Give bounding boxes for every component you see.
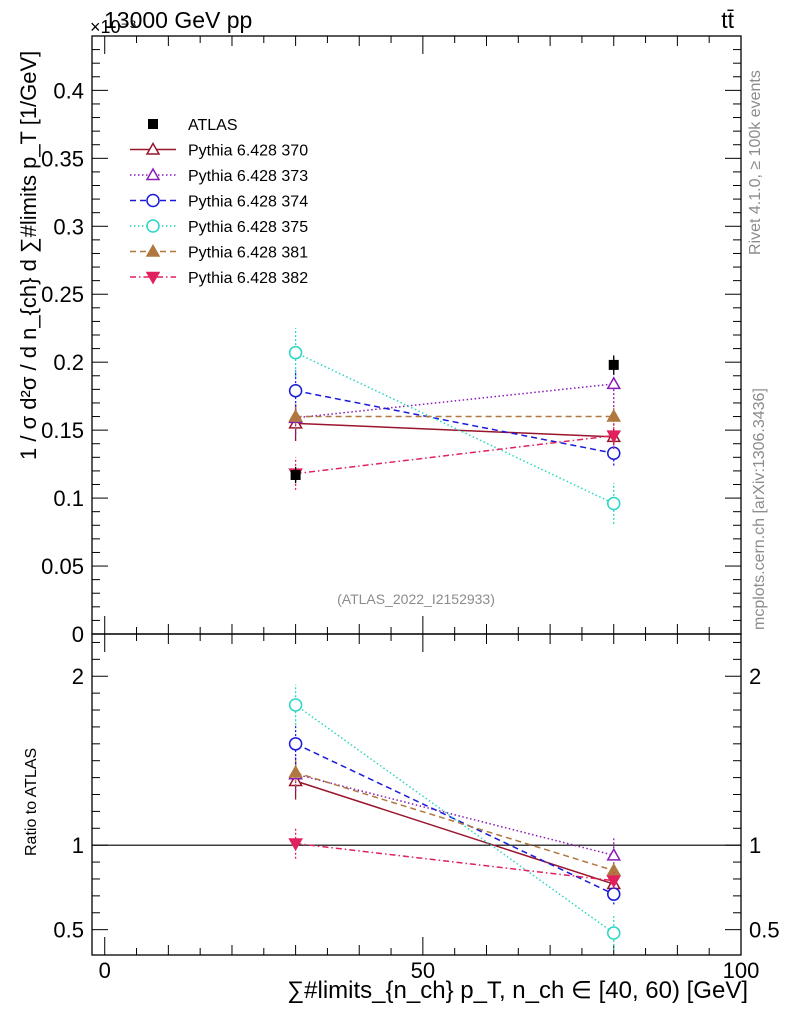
ratio-y-axis-title: Ratio to ATLAS — [23, 748, 40, 856]
series-382-ratio-point — [288, 838, 303, 852]
x-tick-label: 100 — [723, 958, 760, 983]
rivet-label: Rivet 4.1.0, ≥ 100k events — [747, 70, 764, 255]
x-tick-label: 0 — [99, 958, 111, 983]
series-381-ratio-line — [295, 771, 614, 872]
atlas-data-point — [290, 469, 301, 480]
ratio-y-tick-label: 0.5 — [53, 918, 84, 943]
main-y-tick-label: 0.25 — [41, 282, 84, 307]
series-382-main-point — [606, 430, 622, 444]
main-y-tick-label: 0.05 — [41, 554, 84, 579]
legend-381-marker — [145, 243, 161, 257]
axes-layer: 0 0.05 0.1 0.15 0.2 0.25 0.3 0.35 0.4 0.5 0.5 1 1 2 2 0… — [41, 36, 780, 983]
series-381-ratio-point — [288, 765, 303, 778]
legend-atlas-marker — [148, 119, 158, 129]
energy-label: 13000 GeV pp — [104, 7, 252, 33]
mcplots-label: mcplots.cern.ch [arXiv:1306.3436] — [751, 388, 768, 630]
data-layer — [288, 328, 622, 950]
legend: ATLAS Pythia 6.428 370 Pythia 6.428 373 Pyt… — [130, 117, 308, 287]
legend-373-marker — [145, 167, 161, 181]
legend-375-marker — [146, 219, 160, 233]
x-tick-label: 50 — [411, 958, 435, 983]
series-374-main-line — [295, 389, 614, 454]
legend-374-label: Pythia 6.428 374 — [188, 194, 308, 211]
series-382-ratio-point — [606, 875, 622, 889]
legend-382-label: Pythia 6.428 382 — [188, 270, 308, 287]
main-y-tick-label: 0.4 — [53, 78, 84, 103]
main-y-tick-label: 0.1 — [53, 486, 84, 511]
ratio-y-tick-label: 1 — [72, 833, 84, 858]
series-370-main-line — [295, 422, 614, 438]
series-382-ratio-line — [295, 842, 614, 882]
ratio-plot-frame — [91, 633, 742, 956]
series-373-ratio-point — [606, 847, 622, 861]
legend-370-label: Pythia 6.428 370 — [188, 143, 308, 160]
main-y-tick-label: 0.15 — [41, 418, 84, 443]
series-370-ratio-line — [295, 780, 614, 885]
series-375-ratio-point — [288, 698, 303, 712]
ratio-y-tick-label-right: 1 — [749, 833, 761, 858]
main-y-tick-label: 0 — [72, 622, 84, 647]
series-373-ratio-line — [295, 773, 614, 857]
series-381-main-point — [606, 409, 622, 422]
main-y-axis-title: 1 / σ d²σ / d n_{ch} d ∑#limits p_T [1/G… — [16, 51, 41, 460]
legend-373-label: Pythia 6.428 373 — [188, 168, 308, 185]
main-y-tick-label: 0.3 — [53, 214, 84, 239]
series-374-main-point — [288, 383, 303, 398]
series-373-main-line — [295, 383, 614, 419]
legend-375-label: Pythia 6.428 375 — [188, 219, 308, 236]
series-375-ratio-point — [606, 926, 621, 940]
legend-382-marker — [145, 271, 161, 285]
x-axis-title: ∑#limits_{n_ch} p_T, n_ch ∈ [40, 60) [Ge… — [287, 977, 748, 1004]
ratio-y-tick-label-right: 2 — [749, 664, 761, 689]
series-373-main-point — [606, 376, 622, 390]
main-y-tick-label: 0.35 — [41, 146, 84, 171]
main-y-tick-label: 0.2 — [53, 350, 84, 375]
series-374-ratio-line — [295, 743, 615, 895]
series-381-ratio-point — [606, 863, 622, 876]
axis-exponent-label: ×10⁻³ — [90, 17, 136, 37]
series-375-main-point — [288, 345, 303, 360]
series-381-main-point — [288, 409, 303, 422]
series-374-ratio-point — [288, 737, 303, 751]
legend-374-marker — [146, 193, 160, 208]
ratio-y-tick-label: 2 — [72, 664, 84, 689]
legend-370-marker — [145, 141, 161, 155]
series-375-main-line — [295, 351, 615, 505]
ratio-y-tick-label-right: 0.5 — [749, 918, 780, 943]
process-label: tt̄ — [721, 7, 734, 33]
legend-381-label: Pythia 6.428 381 — [188, 245, 308, 262]
atlas-data-point — [608, 359, 619, 370]
series-375-ratio-line — [295, 704, 615, 934]
series-375-main-point — [606, 496, 621, 511]
legend-atlas-label: ATLAS — [188, 117, 238, 134]
series-382-main-line — [295, 434, 614, 475]
analysis-watermark: (ATLAS_2022_I2152933) — [337, 591, 495, 607]
series-374-ratio-point — [606, 887, 621, 901]
